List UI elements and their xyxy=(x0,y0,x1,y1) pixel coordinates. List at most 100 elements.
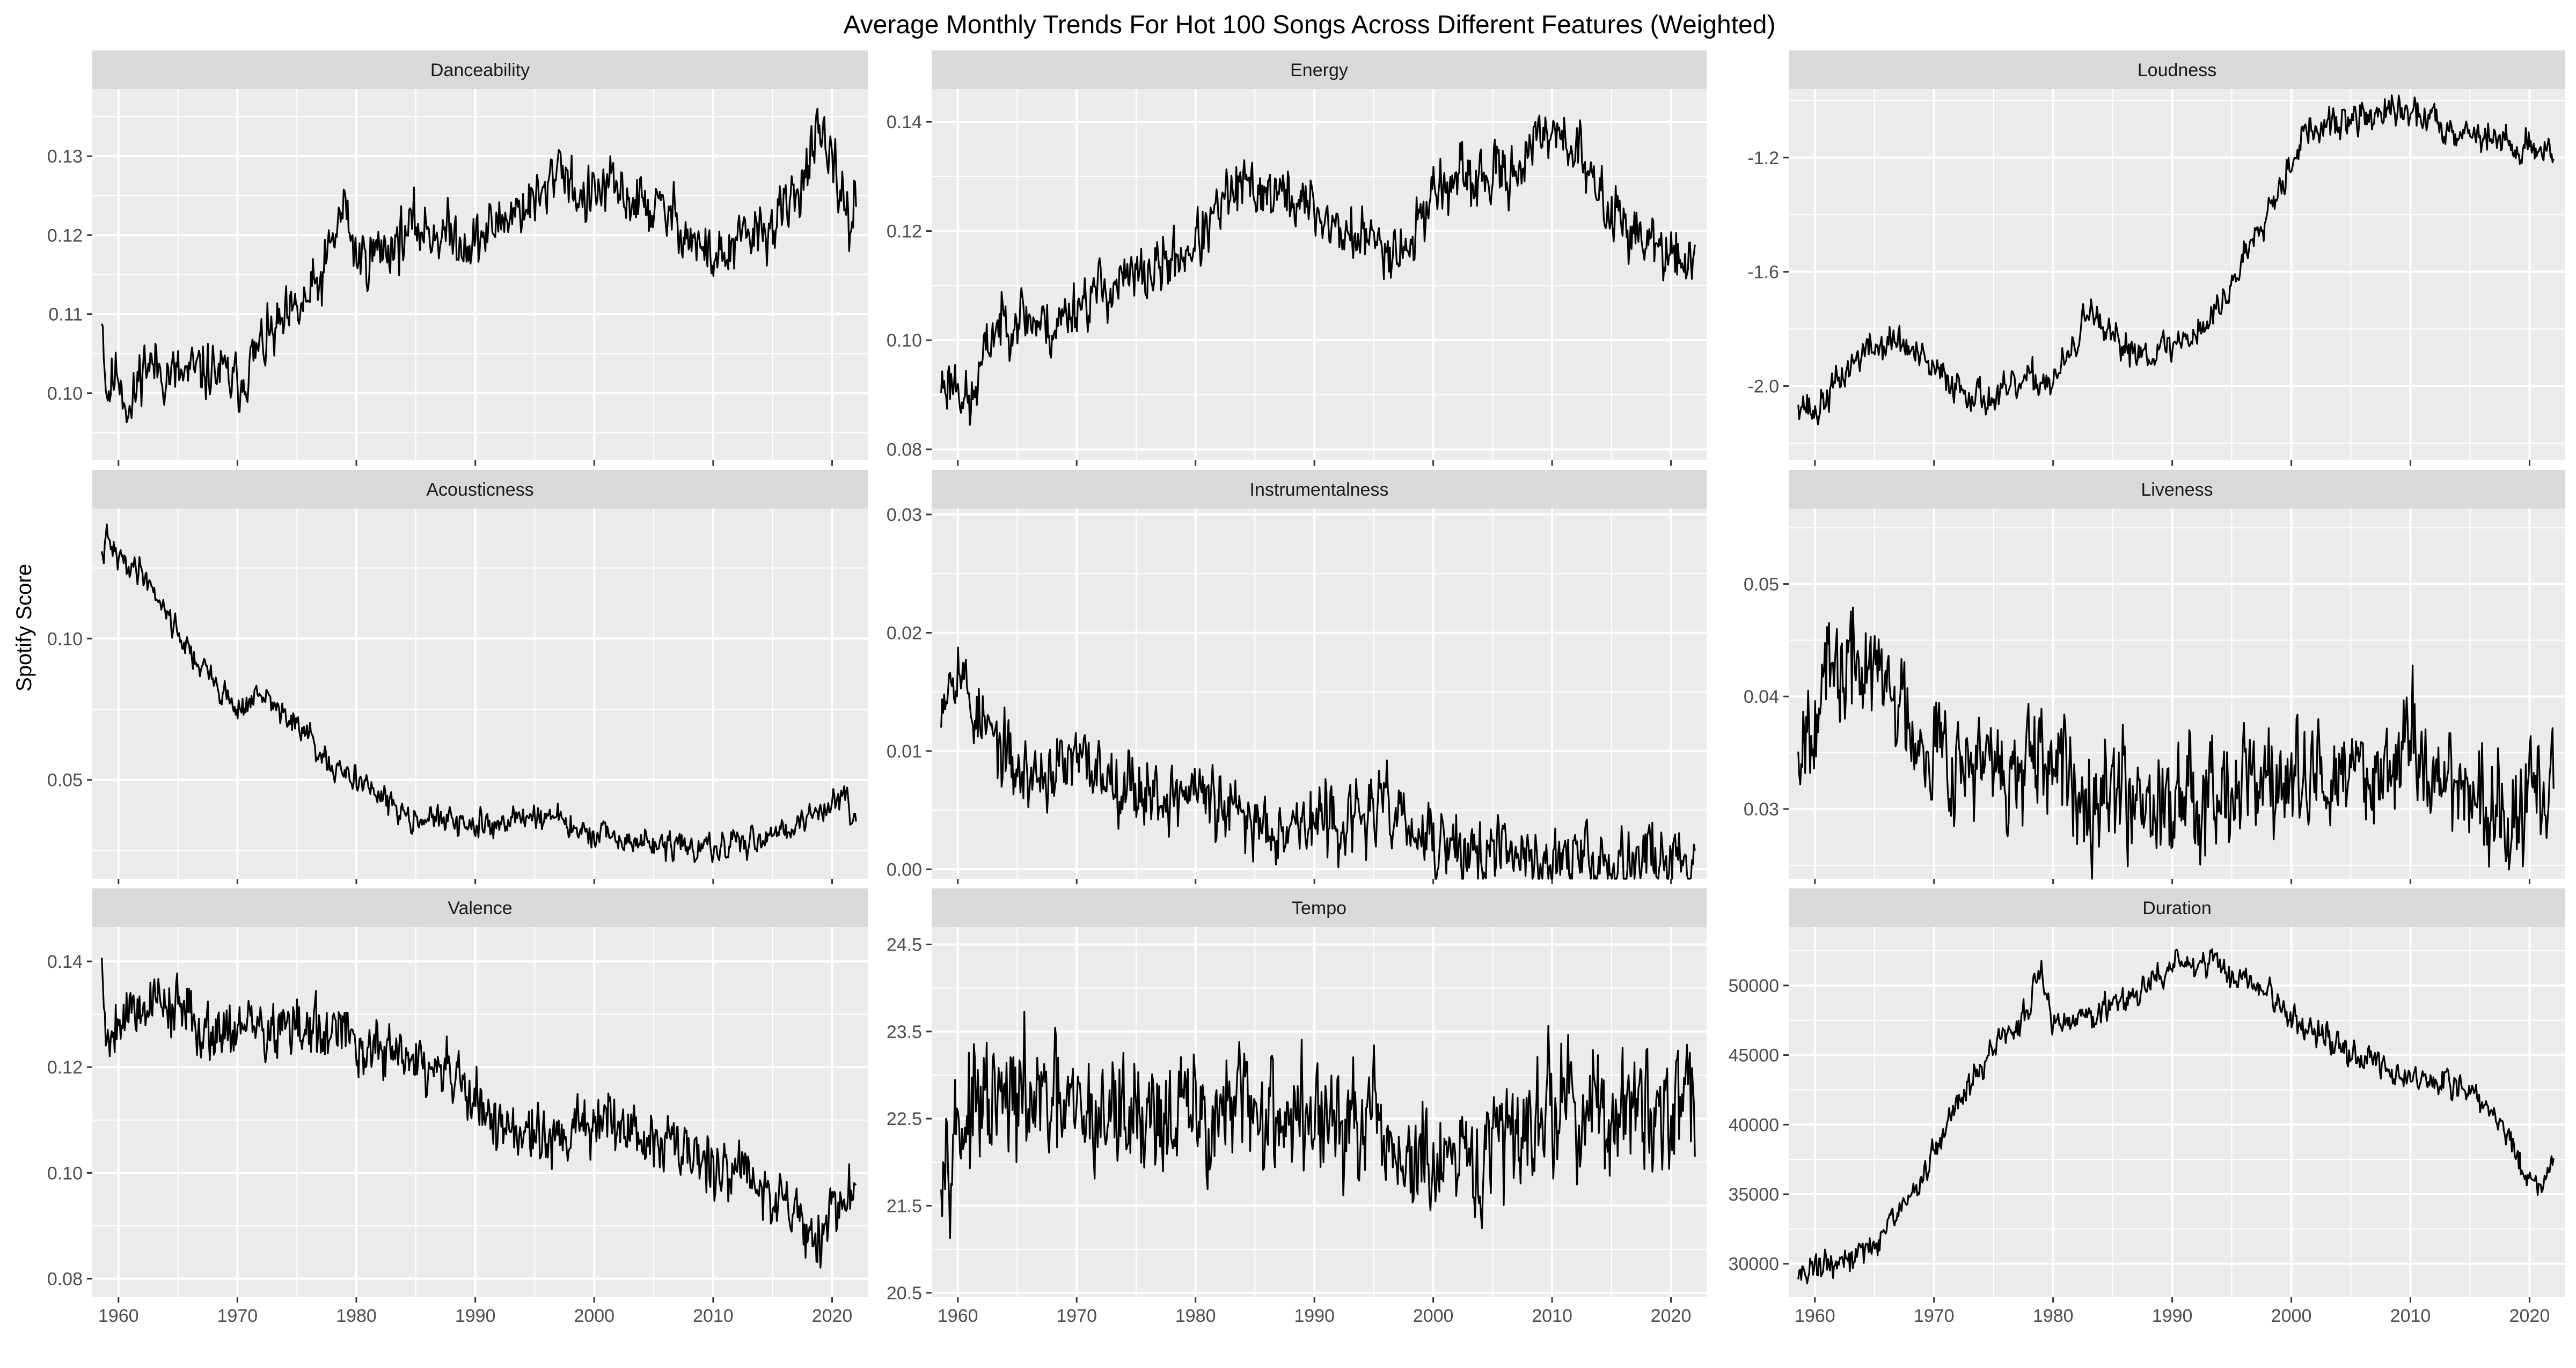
y-tick-label: 0.14 xyxy=(887,112,922,133)
y-tick-label: 35000 xyxy=(1728,1185,1779,1205)
y-tick-label: 23.5 xyxy=(887,1022,922,1042)
panels: Danceability 0.10 0.11 0.12 0.13 1960 1970 1980… xyxy=(47,50,2565,1326)
series-line-duration xyxy=(1797,948,2555,1284)
facet-label: Acousticness xyxy=(426,480,533,500)
plot-background xyxy=(932,509,1707,879)
facet-strip xyxy=(92,50,868,89)
series-line-energy xyxy=(940,114,1696,426)
facet-strip xyxy=(932,50,1707,89)
y-tick-label: 45000 xyxy=(1728,1046,1779,1066)
x-tick-label: 2010 xyxy=(2390,1306,2431,1326)
y-tick-label: 0.03 xyxy=(887,505,922,525)
y-tick-label: 0.12 xyxy=(47,1057,83,1078)
facet-label: Loudness xyxy=(2138,60,2216,80)
y-axis-label: Spotify Score xyxy=(12,564,36,692)
y-tick-label: 0.10 xyxy=(47,384,83,404)
facet-label: Duration xyxy=(2142,898,2212,918)
panel-instrumentalness: Instrumentalness0.000.010.020.0319601970… xyxy=(887,470,1707,908)
y-tick-label: 0.01 xyxy=(887,741,922,762)
plot-background xyxy=(92,509,868,879)
x-tick-label: 1970 xyxy=(217,1306,258,1326)
panel-energy: Energy0.080.100.120.14196019701980199020… xyxy=(887,50,1707,489)
facet-strip xyxy=(1789,888,2565,927)
facet-strip xyxy=(92,888,868,927)
x-tick-label: 2010 xyxy=(1532,1306,1572,1326)
series-line-loudness xyxy=(1797,94,2555,425)
panel-acousticness: Acousticness0.050.1019601970198019902000… xyxy=(47,470,868,908)
x-tick-label: 2000 xyxy=(1413,1306,1454,1326)
facet-label: Liveness xyxy=(2141,480,2213,500)
x-tick-label: 2000 xyxy=(2271,1306,2312,1326)
y-tick-label: 30000 xyxy=(1728,1254,1779,1275)
series-line-instrumentalness xyxy=(940,646,1696,880)
plot-background xyxy=(1789,927,2565,1297)
y-tick-label: 0.02 xyxy=(887,623,922,643)
y-tick-label: 0.08 xyxy=(887,440,922,460)
y-tick-label: 0.05 xyxy=(1744,575,1779,595)
series-line-acousticness xyxy=(101,523,857,863)
y-tick-label: 0.10 xyxy=(887,330,922,351)
y-tick-label: 0.03 xyxy=(1744,799,1779,820)
y-tick-label: 0.10 xyxy=(47,1163,83,1183)
y-tick-label: -1.6 xyxy=(1747,262,1779,283)
y-tick-label: 21.5 xyxy=(887,1196,922,1217)
y-tick-label: 0.14 xyxy=(47,952,83,972)
facet-strip xyxy=(932,470,1707,509)
facet-label: Energy xyxy=(1290,60,1348,80)
x-tick-label: 1990 xyxy=(2152,1306,2193,1326)
x-tick-label: 1960 xyxy=(1795,1306,1835,1326)
x-tick-label: 1980 xyxy=(336,1306,377,1326)
panel-duration: Duration 30000 35000 40000 45000 50000 1960 197… xyxy=(1728,888,2565,1326)
panel-danceability: Danceability0.100.110.120.13196019701980… xyxy=(47,50,868,489)
y-tick-label: 0.00 xyxy=(887,859,922,880)
series-line-liveness xyxy=(1797,606,2555,880)
y-tick-label: 0.11 xyxy=(48,305,83,325)
y-tick-label: 40000 xyxy=(1728,1115,1779,1135)
facet-strip xyxy=(932,888,1707,927)
x-tick-label: 2020 xyxy=(2509,1306,2550,1326)
x-tick-label: 1980 xyxy=(1175,1306,1216,1326)
x-tick-label: 1960 xyxy=(98,1306,139,1326)
series-line-valence xyxy=(101,958,857,1269)
plot-background xyxy=(932,89,1707,460)
series-line-tempo xyxy=(940,1011,1696,1239)
facet-label: Instrumentalness xyxy=(1250,480,1389,500)
x-tick-label: 2020 xyxy=(812,1306,853,1326)
panel-valence: Valence 0.08 0.10 0.12 0.14 1960 1970 1980 1990 2… xyxy=(47,888,868,1326)
y-tick-label: 0.12 xyxy=(47,225,83,246)
facet-label: Valence xyxy=(448,898,512,918)
series-line-danceability xyxy=(101,107,857,423)
facet-label: Danceability xyxy=(430,60,530,80)
plot-background xyxy=(1789,509,2565,879)
facet-strip xyxy=(1789,50,2565,89)
x-tick-label: 1990 xyxy=(1294,1306,1335,1326)
y-tick-label: 0.05 xyxy=(47,770,83,791)
panel-tempo: Tempo 20.5 21.5 22.5 23.5 24.5 1960 1970 1980 199… xyxy=(887,888,1707,1326)
x-tick-label: 1990 xyxy=(455,1306,496,1326)
y-tick-label: -1.2 xyxy=(1747,148,1779,168)
facet-strip xyxy=(92,470,868,509)
y-tick-label: -2.0 xyxy=(1747,377,1779,397)
x-tick-label: 1970 xyxy=(1056,1306,1097,1326)
panel-liveness: Liveness0.030.040.0519601970198019902000… xyxy=(1744,470,2565,908)
x-tick-label: 1980 xyxy=(2033,1306,2074,1326)
y-tick-label: 22.5 xyxy=(887,1109,922,1129)
x-tick-label: 2000 xyxy=(574,1306,614,1326)
x-tick-label: 2010 xyxy=(693,1306,734,1326)
panel-loudness: Loudness-2.0-1.6-1.219601970198019902000… xyxy=(1747,50,2565,489)
chart-title: Average Monthly Trends For Hot 100 Songs… xyxy=(844,11,1776,39)
facet-strip xyxy=(1789,470,2565,509)
x-tick-label: 2020 xyxy=(1651,1306,1692,1326)
y-tick-label: 0.04 xyxy=(1744,687,1779,707)
y-tick-label: 24.5 xyxy=(887,935,922,955)
y-tick-label: 0.12 xyxy=(887,222,922,242)
plot-background xyxy=(1789,89,2565,460)
facet-label: Tempo xyxy=(1292,898,1346,918)
y-tick-label: 20.5 xyxy=(887,1283,922,1304)
x-tick-label: 1960 xyxy=(938,1306,978,1326)
y-tick-label: 50000 xyxy=(1728,976,1779,996)
y-tick-label: 0.08 xyxy=(47,1269,83,1290)
y-tick-label: 0.10 xyxy=(47,629,83,649)
x-tick-label: 1970 xyxy=(1914,1306,1955,1326)
